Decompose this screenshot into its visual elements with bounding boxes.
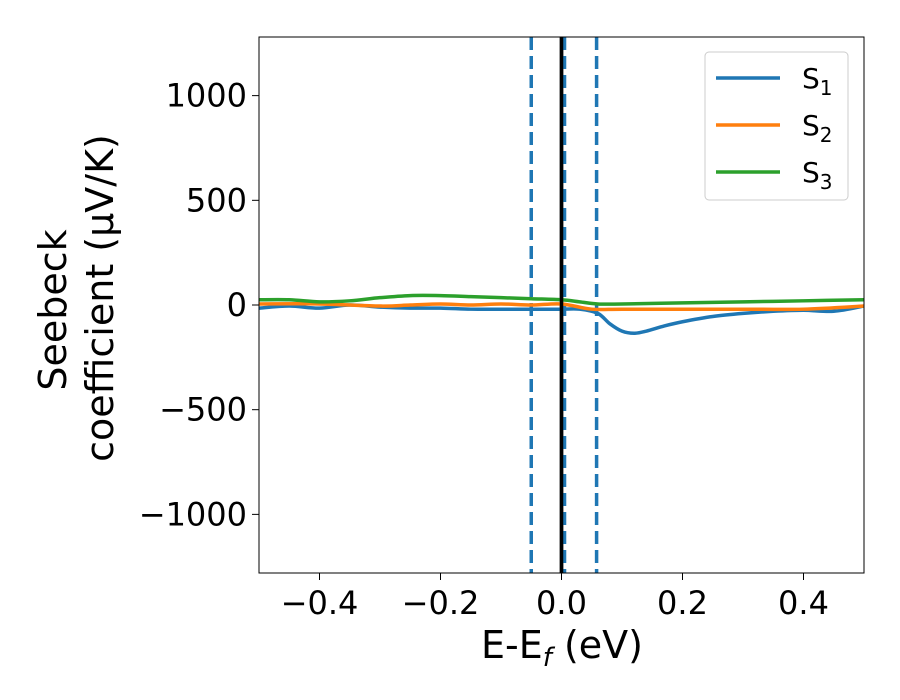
x-axis-ticks: −0.4 −0.2 0.0 0.2 0.4 — [281, 573, 829, 622]
x-tick-label: 0.2 — [657, 584, 708, 622]
legend-label-sub: 2 — [820, 123, 833, 147]
y-axis-ticks: 1000 500 0 −500 −1000 — [139, 77, 259, 533]
legend-label-sub: 3 — [820, 170, 833, 194]
legend-label-main: S — [802, 156, 820, 189]
y-axis-label: Seebeck coefficient (μV/K) — [31, 134, 122, 462]
legend-label-s1: S1 — [802, 62, 833, 100]
legend-label-main: S — [802, 109, 820, 142]
x-axis-label: E-Ef (eV) — [481, 623, 643, 673]
series-line-s3 — [258, 293, 865, 306]
x-tick-label: 0.4 — [778, 584, 829, 622]
y-tick-label: 0 — [227, 286, 247, 324]
legend-label-sub: 1 — [820, 76, 833, 100]
series-layer — [258, 37, 865, 573]
x-axis-label-unit: (eV) — [552, 623, 643, 667]
y-tick-label: 500 — [186, 181, 247, 219]
legend-label-s2: S2 — [802, 109, 833, 147]
y-tick-label: 1000 — [166, 77, 247, 115]
y-axis-label-line1: Seebeck — [31, 229, 75, 390]
x-tick-label: −0.2 — [402, 584, 480, 622]
x-tick-label: −0.4 — [281, 584, 359, 622]
x-axis-label-main: E-E — [481, 623, 543, 667]
series-line-s2 — [258, 302, 865, 312]
x-tick-label: 0.0 — [536, 584, 587, 622]
y-axis-label-line2: coefficient (μV/K) — [78, 134, 122, 462]
legend-label-main: S — [802, 62, 820, 95]
legend-label-s3: S3 — [802, 156, 833, 194]
y-tick-label: −500 — [159, 391, 247, 429]
y-tick-label: −1000 — [139, 495, 247, 533]
